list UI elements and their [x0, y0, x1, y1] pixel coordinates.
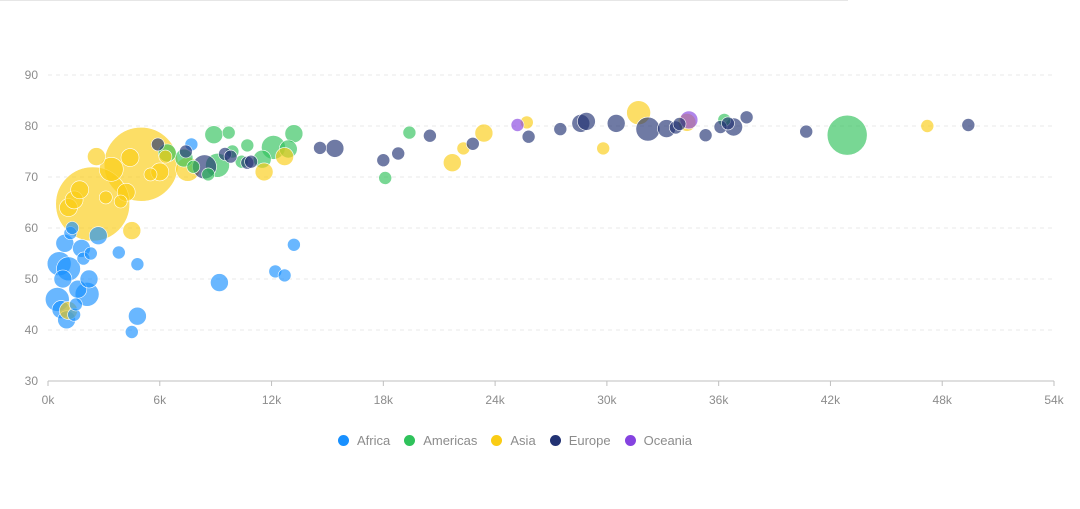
bubble-africa[interactable] [277, 268, 292, 283]
bubble-europe[interactable] [325, 139, 345, 158]
bubble-asia[interactable] [442, 153, 462, 172]
bubble-asia[interactable] [70, 180, 89, 200]
bubble-africa[interactable] [130, 257, 145, 272]
bubble-africa[interactable] [125, 325, 139, 339]
bubble-africa[interactable] [69, 297, 83, 312]
legend-label: Americas [423, 433, 478, 448]
legend-marker [404, 435, 416, 446]
legend-label: Africa [356, 433, 391, 448]
bubble-europe[interactable] [521, 129, 536, 144]
bubble-americas[interactable] [186, 160, 201, 174]
bubble-europe[interactable] [672, 117, 687, 131]
bubble-asia[interactable] [87, 147, 106, 166]
legend-item-asia[interactable]: Asia [491, 433, 536, 448]
bubble-asia[interactable] [254, 162, 274, 182]
bubble-europe[interactable] [313, 141, 327, 155]
bubble-africa[interactable] [79, 269, 99, 289]
bubble-africa[interactable] [112, 245, 126, 260]
legend-marker [624, 435, 636, 446]
bubble-europe[interactable] [577, 112, 596, 131]
x-tick-label: 48k [933, 393, 953, 407]
y-tick-label: 60 [25, 221, 39, 235]
bubble-europe[interactable] [721, 116, 735, 131]
top-border [0, 0, 848, 1]
legend-label: Europe [568, 433, 611, 448]
bubble-europe[interactable] [223, 149, 238, 164]
bubble-asia[interactable] [474, 123, 494, 143]
bubble-europe[interactable] [739, 110, 754, 125]
bubble-americas[interactable] [378, 171, 393, 185]
y-tick-label: 30 [25, 374, 39, 388]
legend-label: Asia [510, 433, 536, 448]
bubble-asia[interactable] [113, 194, 128, 209]
bubble-oceania[interactable] [510, 118, 525, 132]
bubble-americas[interactable] [402, 125, 417, 140]
bubble-chart: 30 40 50 60 70 80 90 0k 6k 12k 18k 24k 30k 36k 42k 48k 5… [25, 68, 1065, 407]
bubble-europe[interactable] [799, 124, 814, 139]
legend-item-oceania[interactable]: Oceania [624, 433, 693, 448]
bubble-europe[interactable] [244, 154, 258, 169]
legend-marker [491, 435, 503, 446]
y-tick-label: 40 [25, 323, 39, 337]
bubble-asia[interactable] [120, 148, 140, 167]
x-tick-label: 24k [485, 393, 505, 407]
axes: 30 40 50 60 70 80 90 0k 6k 12k 18k 24k 30k 36k 42k 48k 5… [25, 68, 1065, 407]
bubble-asia[interactable] [158, 149, 173, 164]
bubble-americas[interactable] [201, 167, 215, 182]
legend-item-africa[interactable]: Africa [337, 433, 391, 448]
x-tick-label: 18k [374, 393, 394, 407]
bubble-europe[interactable] [698, 128, 713, 142]
x-tick-label: 0k [42, 393, 56, 407]
bubble-asia[interactable] [143, 167, 158, 182]
bubble-europe[interactable] [391, 146, 406, 161]
y-tick-label: 90 [25, 68, 39, 82]
legend-item-americas[interactable]: Americas [404, 433, 477, 448]
bubble-europe[interactable] [465, 137, 480, 151]
legend-item-europe[interactable]: Europe [549, 433, 611, 448]
y-tick-label: 50 [25, 272, 39, 286]
bubble-europe[interactable] [376, 153, 391, 167]
data-points[interactable] [44, 100, 976, 339]
legend-marker [337, 435, 349, 446]
x-tick-label: 6k [153, 393, 167, 407]
y-tick-label: 70 [25, 170, 39, 184]
bubble-africa[interactable] [287, 238, 301, 252]
bubble-asia[interactable] [99, 190, 113, 205]
x-tick-label: 30k [597, 393, 617, 407]
bubble-asia[interactable] [122, 221, 142, 240]
bubble-americas[interactable] [826, 114, 868, 156]
x-tick-label: 12k [262, 393, 282, 407]
legend-label: Oceania [643, 433, 693, 448]
y-tick-label: 80 [25, 119, 39, 133]
bubble-africa[interactable] [84, 246, 98, 261]
bubble-americas[interactable] [221, 125, 236, 140]
x-tick-label: 36k [709, 393, 729, 407]
legend-marker [549, 435, 561, 446]
bubble-europe[interactable] [635, 116, 661, 142]
bubble-asia[interactable] [99, 157, 124, 182]
bubble-africa[interactable] [128, 306, 147, 326]
x-tick-label: 42k [821, 393, 841, 407]
bubble-europe[interactable] [423, 128, 437, 143]
bubble-africa[interactable] [89, 226, 108, 245]
bubble-europe[interactable] [553, 122, 568, 136]
bubble-europe[interactable] [151, 137, 165, 152]
legend: Africa Americas Asia Europe Oceania [0, 433, 1030, 448]
bubble-asia[interactable] [920, 119, 935, 133]
bubble-europe[interactable] [179, 144, 193, 159]
bubble-africa[interactable] [210, 273, 229, 292]
x-tick-label: 54k [1044, 393, 1064, 407]
bubble-americas[interactable] [204, 125, 224, 144]
bubble-africa[interactable] [65, 221, 79, 235]
bubble-asia[interactable] [275, 147, 294, 166]
grid-lines [48, 74, 1054, 331]
bubble-asia[interactable] [596, 141, 611, 156]
bubble-africa[interactable] [53, 269, 73, 289]
bubble-europe[interactable] [961, 118, 976, 132]
bubble-americas[interactable] [240, 138, 255, 153]
bubble-europe[interactable] [606, 114, 626, 133]
